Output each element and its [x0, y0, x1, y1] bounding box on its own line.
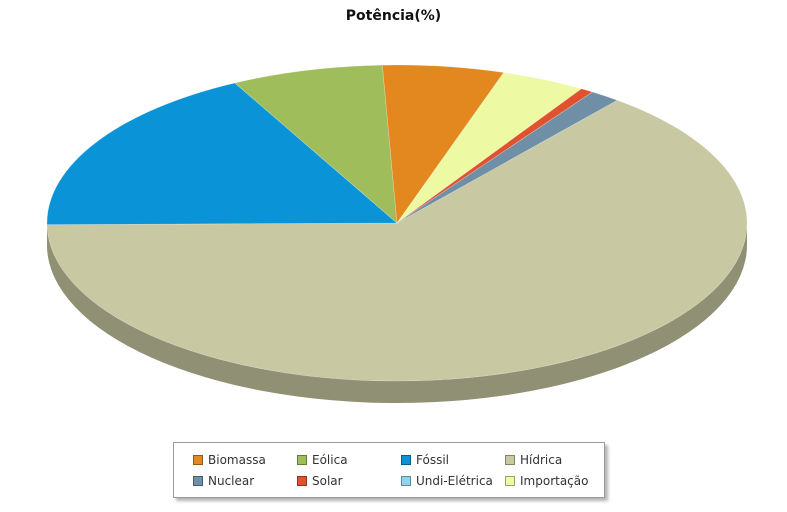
legend-item-biomassa: Biomassa [193, 451, 266, 469]
legend-label: Undi-Elétrica [416, 474, 493, 488]
legend-item-undi-eletrica: Undi-Elétrica [401, 472, 493, 490]
legend-swatch [505, 476, 515, 486]
legend-swatch [505, 455, 515, 465]
chart-legend: Biomassa Eólica Fóssil Hídrica Nuclear S… [173, 442, 605, 498]
legend-swatch [193, 455, 203, 465]
legend-swatch [401, 455, 411, 465]
legend-item-hidrica: Hídrica [505, 451, 562, 469]
legend-label: Fóssil [416, 453, 449, 467]
pie-slice-eolica [234, 64, 398, 224]
legend-item-importacao: Importação [505, 472, 588, 490]
legend-label: Nuclear [208, 474, 255, 488]
pie-slice-importacao [396, 72, 583, 224]
legend-item-fossil: Fóssil [401, 451, 449, 469]
pie-chart [46, 64, 748, 403]
legend-swatch [297, 476, 307, 486]
legend-label: Importação [520, 474, 589, 488]
legend-item-nuclear: Nuclear [193, 472, 254, 490]
legend-swatch [297, 455, 307, 465]
chart-title: Potência(%) [345, 8, 442, 24]
pie-slice-biomassa [382, 64, 505, 224]
legend-label: Eólica [312, 453, 348, 467]
pie-slice-nuclear [396, 91, 618, 224]
legend-label: Hídrica [520, 453, 563, 467]
legend-label: Biomassa [208, 453, 266, 467]
pie-slice-hidrica [46, 99, 748, 382]
legend-label: Solar [312, 474, 343, 488]
legend-item-solar: Solar [297, 472, 343, 490]
legend-swatch [193, 476, 203, 486]
pie-top [46, 64, 748, 382]
pie-slice-fossil [46, 82, 398, 225]
pie-slice-solar [396, 88, 594, 224]
pie-sides [47, 223, 748, 403]
legend-swatch [401, 476, 411, 486]
legend-item-eolica: Eólica [297, 451, 348, 469]
